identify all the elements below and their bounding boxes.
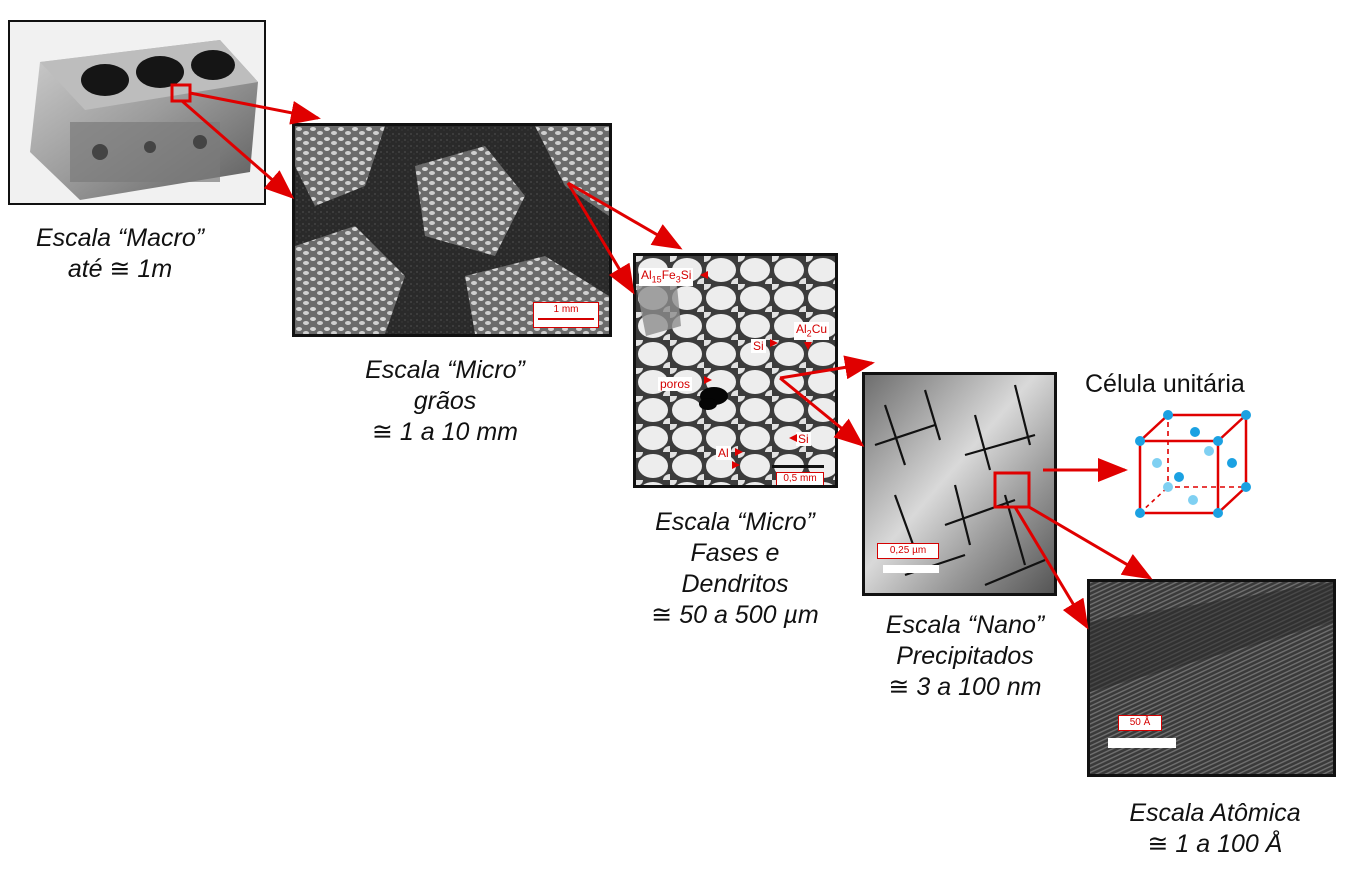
- macro-zoom-box: [170, 83, 192, 103]
- arrow-phases-to-nano-top: [779, 355, 875, 380]
- nano-caption: Escala “Nano” Precipitados ≅ 3 a 100 nm: [850, 610, 1080, 703]
- phase-texture: [636, 256, 835, 485]
- label-si-1: Si: [751, 339, 766, 353]
- label-al2cu: Al2Cu: [794, 322, 830, 341]
- label-si-2: Si: [796, 432, 811, 446]
- arrow-phases-to-nano-bottom: [779, 376, 865, 447]
- label-al15fe3si-sub2: 3: [675, 274, 681, 285]
- macro-caption: Escala “Macro” até ≅ 1m: [10, 223, 230, 285]
- atomic-scale-bar: 50 Å: [1118, 715, 1162, 731]
- micro-phases-caption: Escala “Micro” Fases e Dendritos ≅ 50 a …: [620, 507, 850, 631]
- grain-texture: [295, 126, 609, 334]
- micro-phases-caption-line: ≅ 50 a 500 µm: [651, 601, 819, 629]
- arrow-nano-to-atomic-top: [1028, 505, 1153, 580]
- macro-caption-line: Escala “Macro”: [35, 224, 205, 252]
- phases-scale-bar: 0,5 mm: [776, 472, 824, 485]
- arrow-macro-to-grains-top: [189, 91, 321, 125]
- atomic-caption-line: Escala Atômica: [1129, 799, 1301, 827]
- label-poros: poros: [658, 377, 693, 391]
- micro-grains-caption-line: Escala “Micro”: [365, 356, 525, 384]
- micro-grains-caption-line: ≅ 1 a 10 mm: [372, 418, 518, 446]
- nano-scale-bar: 0,25 µm: [877, 543, 939, 559]
- engine-block-illustration: [10, 22, 264, 203]
- atomic-caption-line: ≅ 1 a 100 Å: [1147, 830, 1283, 858]
- label-al15fe3si: Al15Fe3Si: [639, 268, 694, 287]
- nano-zoom-box: [993, 471, 1031, 509]
- grains-scale-line: [538, 318, 594, 320]
- label-al15fe3si-sub1: 15: [651, 274, 662, 285]
- macro-caption-line: até ≅ 1m: [67, 255, 173, 283]
- micro-phases-caption-line: Escala “Micro”: [655, 508, 815, 536]
- arrow-nano-to-atomic-bottom: [1013, 506, 1089, 630]
- grains-scale-bar: 1 mm: [533, 302, 599, 328]
- grains-scale-label: 1 mm: [553, 304, 579, 315]
- micro-grains-image: 1 mm: [292, 123, 612, 337]
- atomic-image: 50 Å: [1087, 579, 1336, 777]
- micro-phases-caption-line: Fases e: [690, 539, 780, 567]
- label-al2cu-sub: 2: [806, 328, 812, 339]
- micro-grains-caption-line: grãos: [413, 387, 477, 415]
- arrow-grains-to-phases-top: [567, 181, 683, 250]
- micro-phases-caption-line: Dendritos: [681, 570, 789, 598]
- phases-scale-line: [772, 465, 824, 468]
- atomic-caption: Escala Atômica ≅ 1 a 100 Å: [1100, 798, 1330, 860]
- label-al15fe3si-main: Al: [641, 268, 652, 282]
- nano-caption-line: ≅ 3 a 100 nm: [888, 673, 1042, 701]
- micro-grains-caption: Escala “Micro” grãos ≅ 1 a 10 mm: [330, 355, 560, 448]
- arrow-macro-to-grains-bottom: [181, 99, 295, 199]
- label-al: Al: [716, 446, 731, 460]
- atomic-scale-line: [1108, 738, 1176, 748]
- label-al15fe3si-mid: Fe: [661, 268, 676, 282]
- nano-caption-line: Precipitados: [896, 642, 1034, 670]
- unit-cell-title: Célula unitária: [1085, 370, 1245, 398]
- arrow-grains-to-phases-bottom: [566, 182, 635, 295]
- label-al2cu-end: Cu: [811, 322, 828, 336]
- phase-pointer-arrows: [700, 271, 812, 469]
- unit-cell-diagram: [1135, 410, 1251, 518]
- nano-image: 0,25 µm: [862, 372, 1057, 596]
- nano-scale-line: [883, 565, 939, 573]
- label-al2cu-main: Al: [796, 322, 807, 336]
- label-al15fe3si-end: Si: [680, 268, 692, 282]
- nano-caption-line: Escala “Nano”: [885, 611, 1045, 639]
- macro-image: [8, 20, 266, 205]
